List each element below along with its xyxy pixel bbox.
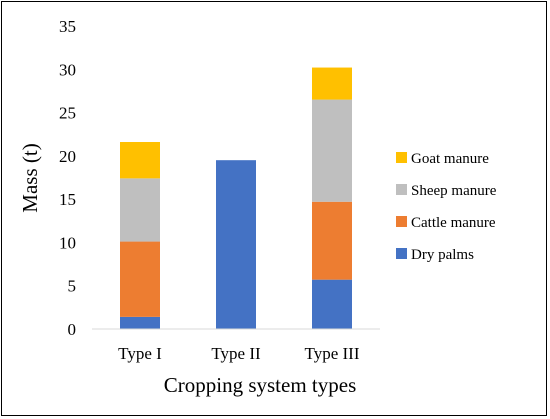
x-axis-title: Cropping system types	[164, 373, 357, 397]
y-tick-label: 5	[68, 277, 77, 296]
bars-group	[120, 67, 352, 329]
legend-swatch-cattle-manure	[396, 216, 407, 227]
y-tick-label: 15	[59, 190, 76, 209]
y-tick-label: 35	[59, 17, 76, 36]
x-tick-labels: Type I Type II Type III	[118, 344, 360, 363]
y-axis-title: Mass (t)	[18, 143, 42, 212]
legend-swatch-sheep-manure	[396, 184, 407, 195]
bar-sheep-manure-type-i	[120, 178, 160, 242]
legend-label-goat-manure: Goat manure	[411, 151, 489, 167]
bar-cattle-manure-type-i	[120, 241, 160, 317]
legend-label-sheep-manure: Sheep manure	[411, 183, 497, 199]
y-tick-label: 10	[59, 233, 76, 252]
x-tick-label: Type III	[305, 344, 360, 363]
legend-label-cattle-manure: Cattle manure	[411, 215, 496, 231]
bar-goat-manure-type-i	[120, 142, 160, 179]
y-tick-label: 30	[59, 60, 76, 79]
legend-swatch-dry-palms	[396, 248, 407, 259]
bar-goat-manure-type-iii	[312, 67, 352, 100]
bar-dry-palms-type-iii	[312, 279, 352, 329]
bar-cattle-manure-type-iii	[312, 201, 352, 280]
y-tick-label: 20	[59, 147, 76, 166]
legend: Goat manure Sheep manure Cattle manure Dry …	[396, 151, 497, 263]
x-tick-label: Type I	[118, 344, 162, 363]
y-tick-label: 0	[68, 320, 77, 339]
bar-dry-palms-type-ii	[216, 160, 256, 329]
y-tick-labels: 0 5 10 15 20 25 30 35	[59, 17, 76, 339]
bar-dry-palms-type-i	[120, 316, 160, 329]
y-tick-label: 25	[59, 104, 76, 123]
legend-label-dry-palms: Dry palms	[411, 247, 474, 263]
x-tick-label: Type II	[211, 344, 261, 363]
legend-swatch-goat-manure	[396, 152, 407, 163]
bar-sheep-manure-type-iii	[312, 99, 352, 202]
